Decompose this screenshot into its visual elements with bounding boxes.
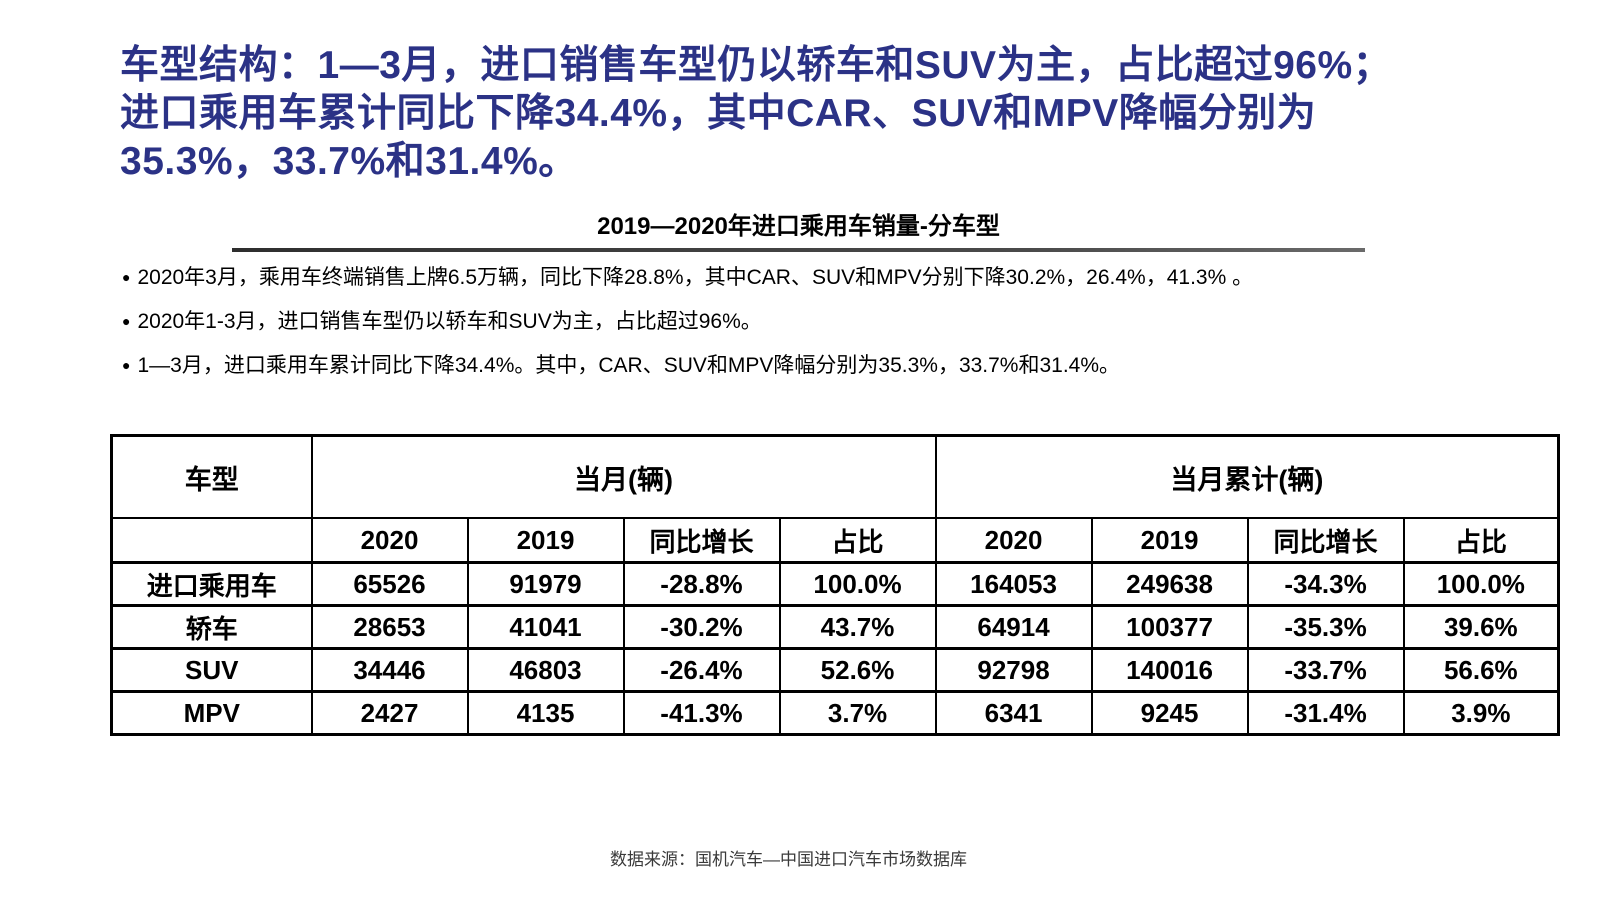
table-header-current-month: 当月(辆) bbox=[310, 434, 937, 519]
table-group-header-row: 车型 当月(辆) 当月累计(辆) bbox=[110, 434, 1560, 519]
table-cell: 46803 bbox=[466, 647, 625, 693]
table-cell: 164053 bbox=[934, 561, 1093, 607]
slide-title-line-3: 35.3%，33.7%和31.4%。 bbox=[120, 140, 578, 183]
sales-table: 车型 当月(辆) 当月累计(辆) 2020 2019 同比增长 占比 2020 … bbox=[110, 434, 1561, 736]
table-cell: -28.8% bbox=[622, 561, 781, 607]
table-subheader-yoy: 同比增长 bbox=[1246, 517, 1405, 564]
subtitle-underline bbox=[232, 248, 1365, 252]
table-cell: 9245 bbox=[1090, 690, 1249, 736]
table-cell: 100.0% bbox=[1402, 561, 1560, 607]
table-cell: 3.9% bbox=[1402, 690, 1560, 736]
table-cell: 34446 bbox=[310, 647, 469, 693]
table-cell: 52.6% bbox=[778, 647, 937, 693]
table-cell: 56.6% bbox=[1402, 647, 1560, 693]
table-subheader-2019: 2019 bbox=[466, 517, 625, 564]
bullet-dot-icon: ● bbox=[122, 313, 131, 329]
slide-title: 车型结构：1—3月，进口销售车型仍以轿车和SUV为主，占比超过96%； 进口乘用… bbox=[120, 42, 1480, 186]
table-cell: 39.6% bbox=[1402, 604, 1560, 650]
table-cell: -30.2% bbox=[622, 604, 781, 650]
table-cell: 41041 bbox=[466, 604, 625, 650]
table-cell: 43.7% bbox=[778, 604, 937, 650]
bullet-item: ● 1—3月，进口乘用车累计同比下降34.4%。其中，CAR、SUV和MPV降幅… bbox=[122, 351, 1512, 380]
table-cell: 6341 bbox=[934, 690, 1093, 736]
table-row: 轿车 28653 41041 -30.2% 43.7% 64914 100377… bbox=[110, 604, 1560, 650]
slide-title-line-1: 车型结构：1—3月，进口销售车型仍以轿车和SUV为主，占比超过96%； bbox=[120, 44, 1393, 87]
slide-title-line-2: 进口乘用车累计同比下降34.4%，其中CAR、SUV和MPV降幅分别为 bbox=[120, 92, 1317, 135]
table-cell: -31.4% bbox=[1246, 690, 1405, 736]
table-cell: -33.7% bbox=[1246, 647, 1405, 693]
table-subheader-yoy: 同比增长 bbox=[622, 517, 781, 564]
table-subheader-2019: 2019 bbox=[1090, 517, 1249, 564]
table-row: MPV 2427 4135 -41.3% 3.7% 6341 9245 -31.… bbox=[110, 690, 1560, 736]
table-row: SUV 34446 46803 -26.4% 52.6% 92798 14001… bbox=[110, 647, 1560, 693]
bullet-item: ● 2020年1-3月，进口销售车型仍以轿车和SUV为主，占比超过96%。 bbox=[122, 307, 1512, 336]
bullet-dot-icon: ● bbox=[122, 357, 131, 373]
bullet-text: 2020年3月，乘用车终端销售上牌6.5万辆，同比下降28.8%，其中CAR、S… bbox=[137, 266, 1254, 289]
table-cell: 3.7% bbox=[778, 690, 937, 736]
table-cell: 92798 bbox=[934, 647, 1093, 693]
table-cell: 100377 bbox=[1090, 604, 1249, 650]
table-subheader-share: 占比 bbox=[1402, 517, 1560, 564]
data-source-note: 数据来源：国机汽车—中国进口汽车市场数据库 bbox=[610, 850, 967, 869]
bullet-text: 2020年1-3月，进口销售车型仍以轿车和SUV为主，占比超过96%。 bbox=[137, 310, 762, 333]
table-cell: 91979 bbox=[466, 561, 625, 607]
table-cell: -34.3% bbox=[1246, 561, 1405, 607]
table-subheader-2020: 2020 bbox=[934, 517, 1093, 564]
table-cell: -35.3% bbox=[1246, 604, 1405, 650]
row-label: MPV bbox=[110, 690, 313, 736]
bullet-dot-icon: ● bbox=[122, 269, 131, 285]
table-subheader-empty bbox=[110, 517, 313, 564]
table-subheader-row: 2020 2019 同比增长 占比 2020 2019 同比增长 占比 bbox=[110, 517, 1560, 564]
bullet-text: 1—3月，进口乘用车累计同比下降34.4%。其中，CAR、SUV和MPV降幅分别… bbox=[137, 354, 1121, 377]
table-header-vehicle-type: 车型 bbox=[110, 434, 313, 519]
row-label: SUV bbox=[110, 647, 313, 693]
table-cell: 2427 bbox=[310, 690, 469, 736]
table-subheader-2020: 2020 bbox=[310, 517, 469, 564]
row-label: 进口乘用车 bbox=[110, 561, 313, 607]
table-cell: 249638 bbox=[1090, 561, 1249, 607]
table-cell: 64914 bbox=[934, 604, 1093, 650]
table-cell: 140016 bbox=[1090, 647, 1249, 693]
table-cell: -41.3% bbox=[622, 690, 781, 736]
bullet-item: ● 2020年3月，乘用车终端销售上牌6.5万辆，同比下降28.8%，其中CAR… bbox=[122, 263, 1512, 292]
table-cell: 28653 bbox=[310, 604, 469, 650]
table-cell: 100.0% bbox=[778, 561, 937, 607]
bullet-list: ● 2020年3月，乘用车终端销售上牌6.5万辆，同比下降28.8%，其中CAR… bbox=[122, 263, 1512, 395]
chart-subtitle: 2019—2020年进口乘用车销量-分车型 bbox=[597, 213, 1000, 240]
table-row: 进口乘用车 65526 91979 -28.8% 100.0% 164053 2… bbox=[110, 561, 1560, 607]
table-subheader-share: 占比 bbox=[778, 517, 937, 564]
table-cell: -26.4% bbox=[622, 647, 781, 693]
table-cell: 4135 bbox=[466, 690, 625, 736]
table-header-cumulative: 当月累计(辆) bbox=[934, 434, 1560, 519]
row-label: 轿车 bbox=[110, 604, 313, 650]
table-cell: 65526 bbox=[310, 561, 469, 607]
